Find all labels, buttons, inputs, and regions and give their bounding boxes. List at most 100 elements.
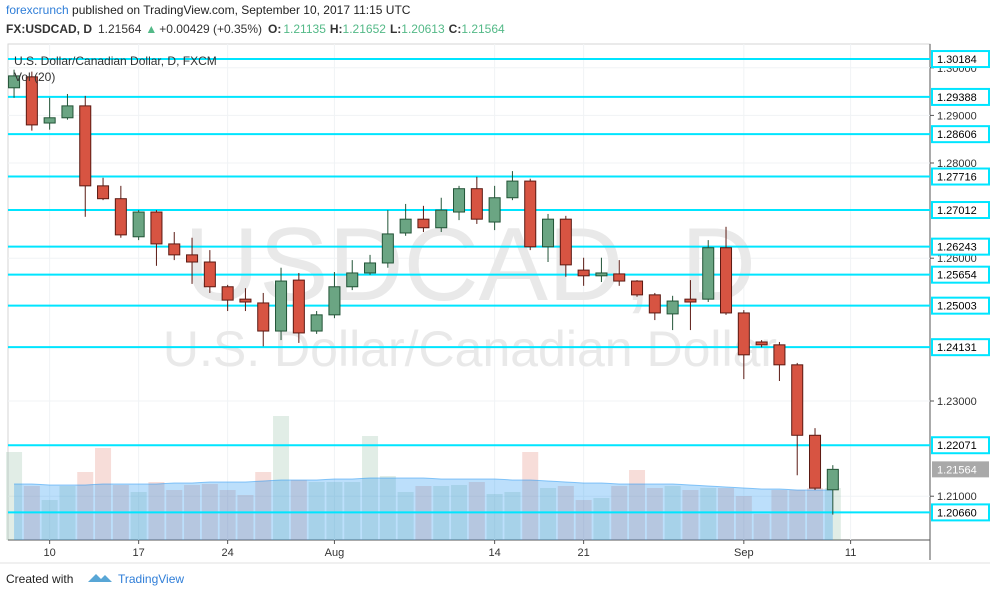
level-label: 1.25654 bbox=[937, 270, 977, 282]
candle-body bbox=[150, 211, 163, 245]
volume-label: Vol (20) bbox=[14, 70, 55, 84]
candle-body bbox=[292, 279, 305, 334]
level-label-bg bbox=[931, 237, 990, 256]
header-line: forexcrunch published on TradingView.com… bbox=[6, 3, 411, 17]
candle-body bbox=[720, 247, 733, 314]
h-value: 1.21652 bbox=[343, 22, 387, 36]
candle-body bbox=[684, 298, 697, 303]
x-tick-label: Sep bbox=[734, 547, 754, 559]
volume-bar bbox=[718, 488, 735, 540]
axis-layer: 1.210001.230001.260001.280001.290001.300… bbox=[44, 50, 990, 559]
candle-body bbox=[506, 180, 519, 199]
o-label: O: bbox=[268, 22, 281, 36]
volume-bar bbox=[486, 494, 503, 540]
level-label: 1.22071 bbox=[937, 440, 977, 452]
candle-body bbox=[25, 76, 38, 126]
volume-bar bbox=[522, 452, 539, 540]
candle-body bbox=[203, 261, 216, 288]
chart-title: U.S. Dollar/Canadian Dollar, D, FXCM bbox=[14, 54, 217, 68]
level-label: 1.30184 bbox=[937, 54, 977, 66]
level-label-bg bbox=[931, 265, 990, 284]
level-label: 1.25003 bbox=[937, 301, 977, 313]
volume-bar bbox=[130, 492, 147, 540]
tv-logo[interactable] bbox=[88, 574, 112, 582]
candle-body bbox=[114, 198, 127, 236]
volume-bar bbox=[789, 490, 806, 540]
candle-body bbox=[648, 294, 661, 314]
candle-body bbox=[79, 105, 92, 187]
volume-bar bbox=[6, 452, 23, 540]
level-label-bg bbox=[931, 436, 990, 455]
volume-bar bbox=[771, 490, 788, 540]
candle-body bbox=[435, 209, 448, 229]
candle-body bbox=[808, 434, 822, 489]
levels-layer bbox=[8, 58, 930, 514]
volume-bar bbox=[326, 482, 343, 540]
o-value: 1.21135 bbox=[283, 22, 326, 36]
volume-bar bbox=[468, 482, 485, 540]
volume-bar bbox=[575, 500, 592, 540]
candle-body bbox=[613, 273, 626, 282]
candle-body bbox=[399, 218, 412, 234]
level-label: 1.27716 bbox=[937, 172, 977, 184]
volume-bar bbox=[379, 476, 396, 540]
volume-bar bbox=[273, 416, 290, 540]
x-tick-label: 14 bbox=[489, 547, 501, 559]
volume-bar bbox=[219, 490, 236, 540]
volume-ma-line bbox=[14, 477, 833, 491]
candle-body bbox=[577, 269, 590, 277]
y-tick-label: 1.28000 bbox=[937, 158, 977, 170]
x-tick-label: Aug bbox=[325, 547, 345, 559]
volume-bar bbox=[237, 495, 254, 540]
x-tick-label: 21 bbox=[578, 547, 590, 559]
candle-body bbox=[132, 211, 145, 238]
volume-bar bbox=[629, 470, 646, 540]
candle-body bbox=[702, 247, 715, 300]
candle-body bbox=[310, 314, 323, 332]
level-label-bg bbox=[931, 296, 990, 315]
footer-created: Created with bbox=[6, 572, 73, 586]
symbol: FX:USDCAD, D bbox=[6, 22, 92, 36]
h-label: H: bbox=[330, 22, 343, 36]
candle-body bbox=[470, 188, 483, 220]
candle-body bbox=[186, 254, 199, 263]
candle-body bbox=[97, 185, 110, 200]
volume-bar bbox=[41, 500, 58, 540]
volume-bar bbox=[700, 488, 717, 540]
volume-bar bbox=[753, 514, 770, 540]
candle-body bbox=[737, 312, 750, 356]
candle-body bbox=[346, 272, 359, 288]
level-label: 1.27012 bbox=[937, 205, 977, 217]
volume-bar bbox=[344, 482, 361, 540]
candle-body bbox=[221, 286, 234, 301]
last: 1.21564 bbox=[98, 22, 142, 36]
candle-body bbox=[542, 218, 555, 248]
candle-body bbox=[631, 280, 644, 296]
volume-bar bbox=[362, 436, 379, 540]
footer-brand[interactable]: TradingView bbox=[118, 572, 184, 586]
c-label: C: bbox=[449, 22, 462, 36]
candle-body bbox=[666, 300, 679, 315]
level-label-bg bbox=[931, 125, 990, 144]
author[interactable]: forexcrunch bbox=[6, 3, 69, 17]
candle-body bbox=[364, 262, 377, 274]
volume-bar bbox=[77, 472, 94, 540]
candle-body bbox=[595, 272, 608, 277]
published: published on TradingView.com, September … bbox=[69, 3, 411, 17]
l-label: L: bbox=[390, 22, 401, 36]
candle-body bbox=[559, 218, 572, 266]
level-label-bg bbox=[931, 167, 990, 186]
y-tick-label: 1.29000 bbox=[937, 110, 977, 122]
level-label: 1.24131 bbox=[937, 342, 977, 354]
x-tick-label: 11 bbox=[845, 547, 856, 559]
candle-body bbox=[488, 197, 501, 223]
volume-bar bbox=[290, 480, 307, 540]
level-label-bg bbox=[931, 201, 990, 220]
volume-bar bbox=[807, 488, 824, 540]
change: +0.00429 (+0.35%) bbox=[159, 22, 262, 36]
candle-body bbox=[257, 302, 270, 332]
candle-body bbox=[239, 298, 252, 303]
volume-bar bbox=[540, 488, 557, 540]
